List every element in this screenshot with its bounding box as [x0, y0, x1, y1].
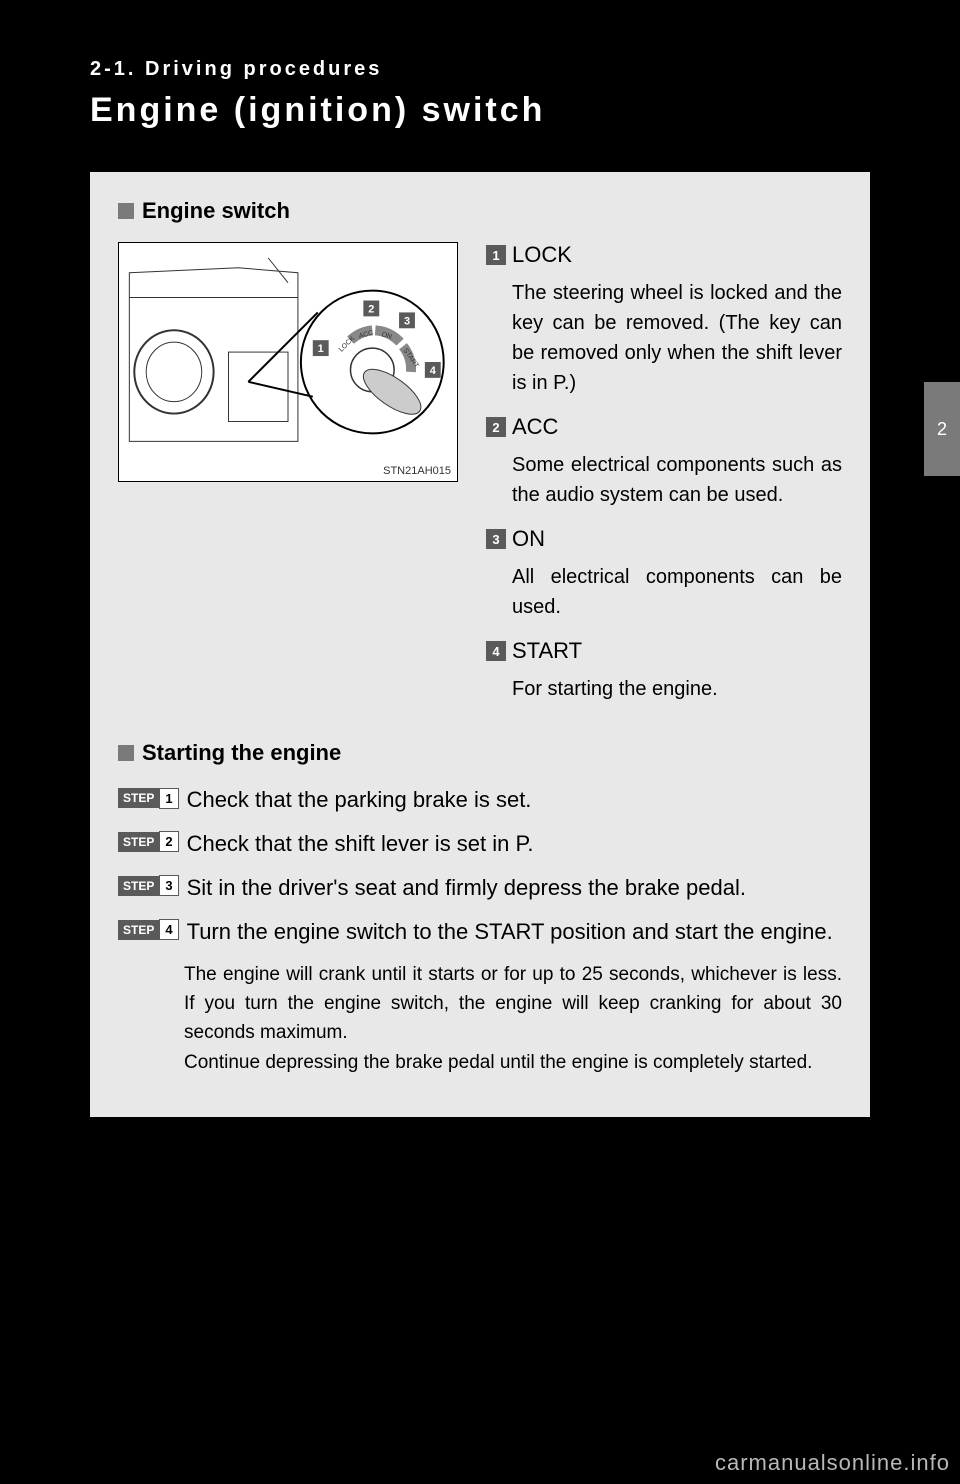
step-badge-icon: STEP 1	[118, 787, 179, 809]
heading-text: Starting the engine	[142, 740, 341, 766]
position-item: 2 ACC Some electrical components such as…	[486, 414, 842, 510]
step-row: STEP 1 Check that the parking brake is s…	[118, 784, 842, 816]
step-label: STEP	[118, 788, 159, 808]
position-list: 1 LOCK The steering wheel is locked and …	[486, 242, 842, 720]
chapter-tab: 2	[924, 382, 960, 476]
step-row: STEP 3 Sit in the driver's seat and firm…	[118, 872, 842, 904]
step-num: 3	[159, 875, 178, 896]
position-name: LOCK	[512, 242, 572, 268]
position-desc: For starting the engine.	[486, 674, 842, 704]
position-desc: Some electrical components such as the a…	[486, 450, 842, 510]
position-label: 2 ACC	[486, 414, 842, 440]
step-text: Sit in the driver's seat and firmly depr…	[187, 872, 842, 904]
step-badge-icon: STEP 3	[118, 875, 179, 897]
step-label: STEP	[118, 832, 159, 852]
step-num: 4	[159, 919, 178, 940]
num-badge-icon: 4	[486, 641, 506, 661]
position-label: 3 ON	[486, 526, 842, 552]
position-label: 4 START	[486, 638, 842, 664]
position-item: 1 LOCK The steering wheel is locked and …	[486, 242, 842, 398]
page-title: Engine (ignition) switch	[90, 91, 960, 130]
step-num: 2	[159, 831, 178, 852]
section-label: 2-1. Driving procedures	[90, 58, 960, 81]
num-badge-icon: 2	[486, 417, 506, 437]
position-name: START	[512, 638, 582, 664]
dashboard-svg: LOCK ACC ON START 1 2 3 4	[119, 243, 457, 481]
starting-heading: Starting the engine	[118, 740, 842, 766]
num-badge-icon: 3	[486, 529, 506, 549]
step-badge-icon: STEP 2	[118, 831, 179, 853]
step-note: The engine will crank until it starts or…	[184, 960, 842, 1078]
step-text: Check that the parking brake is set.	[187, 784, 842, 816]
illustration-code: STN21AH015	[383, 465, 451, 477]
step-text: Check that the shift lever is set in P.	[187, 828, 842, 860]
position-item: 4 START For starting the engine.	[486, 638, 842, 704]
step-label: STEP	[118, 876, 159, 896]
starting-section: Starting the engine STEP 1 Check that th…	[118, 740, 842, 1077]
heading-text: Engine switch	[142, 198, 290, 224]
svg-text:3: 3	[404, 315, 410, 327]
content-box: Engine switch	[90, 172, 870, 1117]
position-label: 1 LOCK	[486, 242, 842, 268]
step-label: STEP	[118, 920, 159, 940]
step-num: 1	[159, 788, 178, 809]
step-badge-icon: STEP 4	[118, 919, 179, 941]
watermark: carmanualsonline.info	[715, 1450, 950, 1476]
square-bullet-icon	[118, 745, 134, 761]
position-name: ACC	[512, 414, 558, 440]
page-header: 2-1. Driving procedures Engine (ignition…	[0, 0, 960, 130]
ignition-illustration: LOCK ACC ON START 1 2 3 4 STN21AH015	[118, 242, 458, 482]
square-bullet-icon	[118, 203, 134, 219]
svg-text:1: 1	[318, 343, 324, 355]
svg-text:4: 4	[430, 365, 436, 377]
position-desc: The steering wheel is locked and the key…	[486, 278, 842, 398]
position-item: 3 ON All electrical components can be us…	[486, 526, 842, 622]
svg-text:2: 2	[368, 303, 374, 315]
engine-switch-row: LOCK ACC ON START 1 2 3 4 STN21AH015 1 L…	[118, 242, 842, 720]
step-row: STEP 2 Check that the shift lever is set…	[118, 828, 842, 860]
step-row: STEP 4 Turn the engine switch to the STA…	[118, 916, 842, 948]
position-desc: All electrical components can be used.	[486, 562, 842, 622]
num-badge-icon: 1	[486, 245, 506, 265]
engine-switch-heading: Engine switch	[118, 198, 842, 224]
position-name: ON	[512, 526, 545, 552]
step-text: Turn the engine switch to the START posi…	[187, 916, 842, 948]
